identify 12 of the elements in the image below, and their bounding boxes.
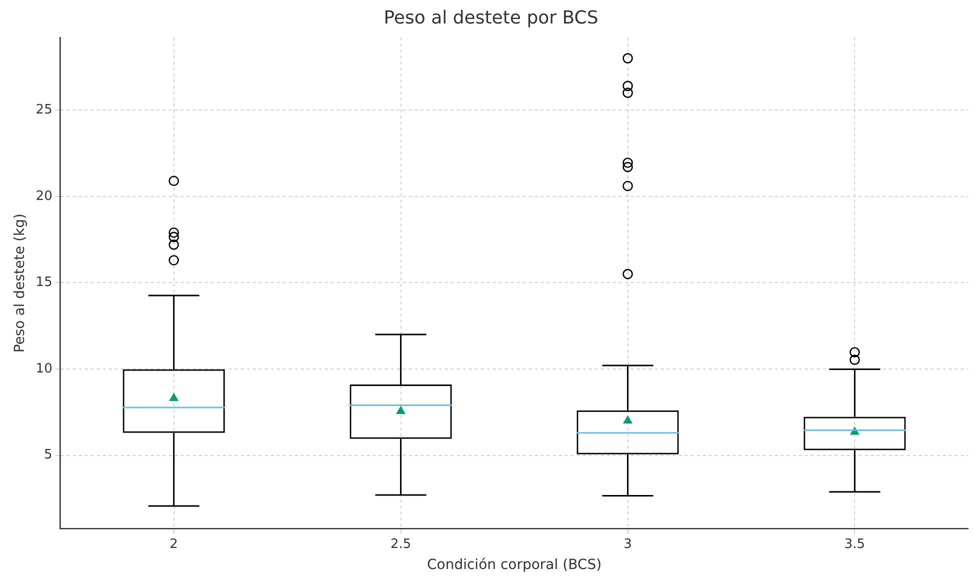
y-tick-label: 10 — [36, 361, 52, 376]
chart-title: Peso al destete por BCS — [384, 7, 598, 28]
y-tick-label: 25 — [36, 102, 52, 118]
x-tick-label: 2 — [170, 536, 178, 552]
x-tick-label: 3 — [624, 536, 632, 552]
x-tick-label: 3.5 — [844, 536, 866, 552]
x-tick-label: 2.5 — [390, 536, 412, 552]
y-tick-label: 20 — [36, 188, 52, 204]
x-axis-title: Condición corporal (BCS) — [426, 557, 602, 574]
y-axis-title: Peso al destete (kg) — [12, 214, 28, 353]
y-tick-label: 15 — [36, 275, 52, 290]
y-tick-label: 5 — [44, 448, 52, 463]
